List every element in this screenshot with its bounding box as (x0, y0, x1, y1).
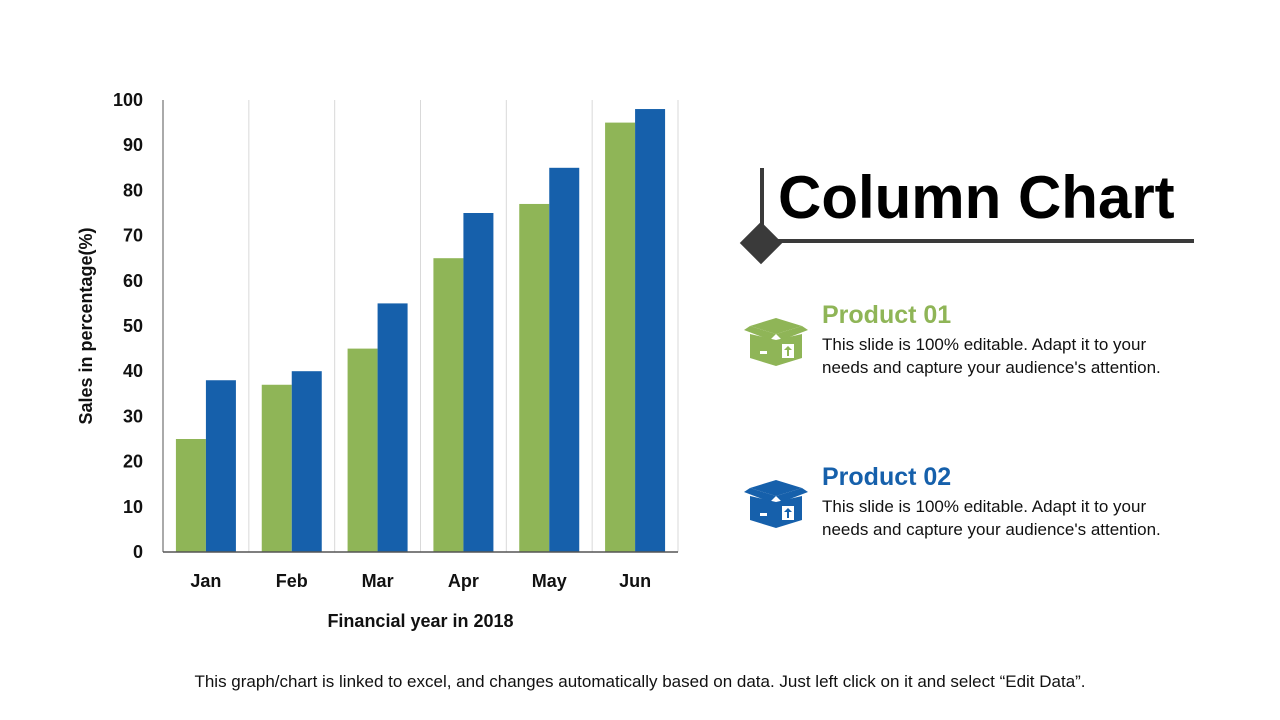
y-tick-label: 50 (123, 316, 143, 336)
y-tick-label: 70 (123, 226, 143, 246)
column-chart: 0 10 20 30 40 50 60 70 80 90 100 Jan Feb Mar Apr May Jun… (76, 90, 679, 631)
x-tick-label: May (532, 571, 567, 591)
y-tick-label: 80 (123, 180, 143, 200)
legend-description: This slide is 100% editable. Adapt it to… (822, 335, 1161, 377)
bar-product-02-jun (635, 109, 666, 552)
y-tick-label: 90 (123, 135, 143, 155)
y-tick-label: 60 (123, 271, 143, 291)
legend-item-product-02: Product 02 This slide is 100% editable. … (744, 462, 1184, 572)
bar-product-01-jan (175, 439, 206, 552)
bar-product-02-apr (463, 213, 494, 552)
bar-product-01-feb (261, 384, 292, 552)
legend-item-product-01: Product 01 This slide is 100% editable. … (744, 300, 1184, 410)
x-tick-label: Apr (448, 571, 479, 591)
bar-product-02-jan (205, 380, 236, 552)
x-tick-label: Jan (190, 571, 221, 591)
diamond-icon (739, 221, 783, 265)
y-tick-label: 100 (113, 90, 143, 110)
y-tick-label: 20 (123, 452, 143, 472)
footer-note: This graph/chart is linked to excel, and… (194, 672, 1086, 691)
bar-product-01-mar (347, 348, 378, 552)
bar-product-01-apr (433, 258, 464, 552)
box-icon (744, 318, 808, 366)
y-tick-label: 40 (123, 361, 143, 381)
legend-description: This slide is 100% editable. Adapt it to… (822, 497, 1161, 539)
y-tick-label: 0 (133, 542, 143, 562)
title-block: Column Chart (738, 160, 1218, 270)
bar-product-02-feb (291, 371, 322, 552)
bar-product-02-mar (377, 303, 408, 552)
y-tick-label: 10 (123, 497, 143, 517)
y-axis-title: Sales in percentage(%) (76, 227, 96, 424)
box-icon (744, 480, 808, 528)
bar-product-02-may (549, 167, 580, 553)
x-tick-label: Mar (362, 571, 394, 591)
title-underline (778, 239, 1194, 243)
bar-product-01-may (519, 203, 550, 552)
y-tick-label: 30 (123, 406, 143, 426)
legend-name: Product 02 (822, 463, 952, 491)
legend-name: Product 01 (822, 301, 952, 329)
slide-title: Column Chart (778, 164, 1175, 231)
x-tick-label: Feb (276, 571, 308, 591)
title-vertical-line (760, 168, 764, 234)
bar-product-01-jun (605, 122, 636, 552)
x-tick-label: Jun (619, 571, 651, 591)
x-axis-title: Financial year in 2018 (327, 611, 513, 631)
